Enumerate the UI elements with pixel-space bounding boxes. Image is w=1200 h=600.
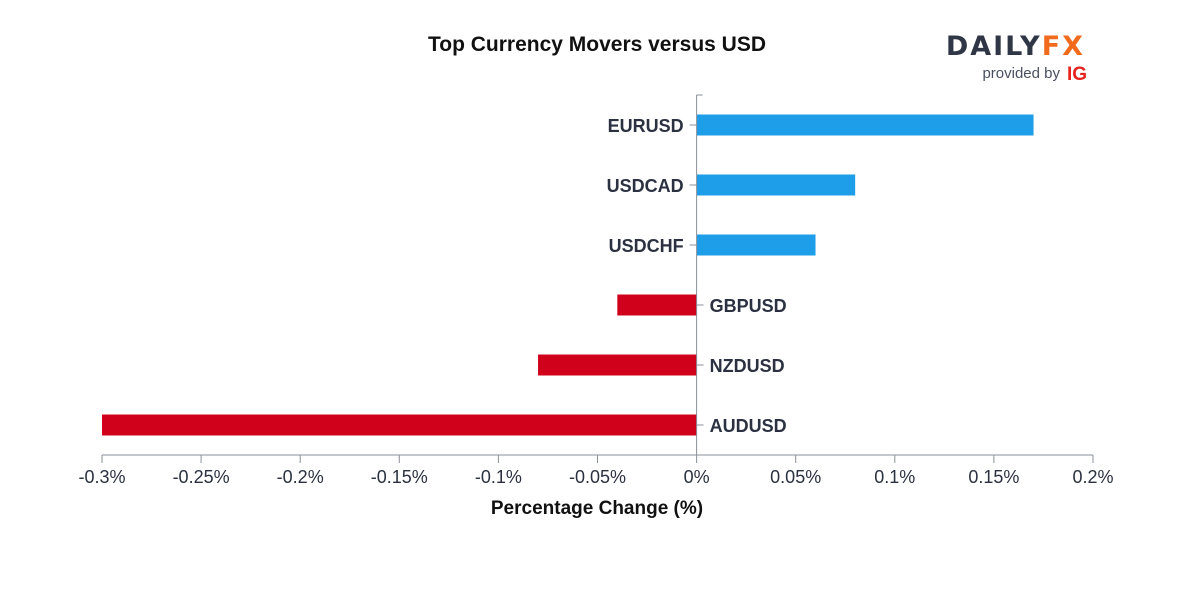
- x-tick-label: 0.05%: [770, 467, 821, 487]
- bar-usdchf: [696, 234, 816, 256]
- logo-fx: FX: [1042, 31, 1085, 62]
- category-label-audusd: AUDUSD: [710, 416, 787, 436]
- x-tick-label: -0.05%: [569, 467, 626, 487]
- chart-title: Top Currency Movers versus USD: [428, 33, 766, 56]
- x-tick-label: 0%: [684, 467, 710, 487]
- bar-nzdusd: [538, 354, 697, 376]
- category-label-gbpusd: GBPUSD: [710, 296, 787, 316]
- x-tick-label: 0.2%: [1072, 467, 1113, 487]
- category-label-nzdusd: NZDUSD: [710, 356, 785, 376]
- bar-eurusd: [696, 114, 1034, 136]
- logo-ig: IG: [1067, 64, 1087, 85]
- category-labels: EURUSD USDCAD USDCHF GBPUSD NZDUSD AUDUSD: [607, 116, 787, 436]
- x-axis-title: Percentage Change (%): [491, 498, 703, 519]
- logo-wordmark: DAILYFX: [946, 31, 1085, 62]
- x-tick-label: -0.2%: [277, 467, 324, 487]
- bars-group: [102, 114, 1034, 436]
- category-label-usdcad: USDCAD: [607, 176, 684, 196]
- x-tick-label: -0.15%: [371, 467, 428, 487]
- bar-gbpusd: [617, 294, 697, 316]
- bar-usdcad: [696, 174, 856, 196]
- dailyfx-logo: DAILYFX provided by IG: [946, 31, 1087, 85]
- x-tick-label: -0.25%: [173, 467, 230, 487]
- x-tick-label: 0.15%: [968, 467, 1019, 487]
- category-label-eurusd: EURUSD: [608, 116, 684, 136]
- x-tick-label: -0.1%: [475, 467, 522, 487]
- x-tick-label: 0.1%: [874, 467, 915, 487]
- logo-provided-by: provided by: [982, 65, 1060, 82]
- category-label-usdchf: USDCHF: [609, 236, 684, 256]
- x-ticks: -0.3% -0.25% -0.2% -0.15% -0.1% -0.05% 0% 0.05%…: [78, 455, 1114, 487]
- x-tick-label: -0.3%: [78, 467, 125, 487]
- logo-daily: DAILY: [946, 31, 1042, 62]
- axes-group: [102, 94, 1093, 456]
- bar-audusd: [102, 414, 697, 436]
